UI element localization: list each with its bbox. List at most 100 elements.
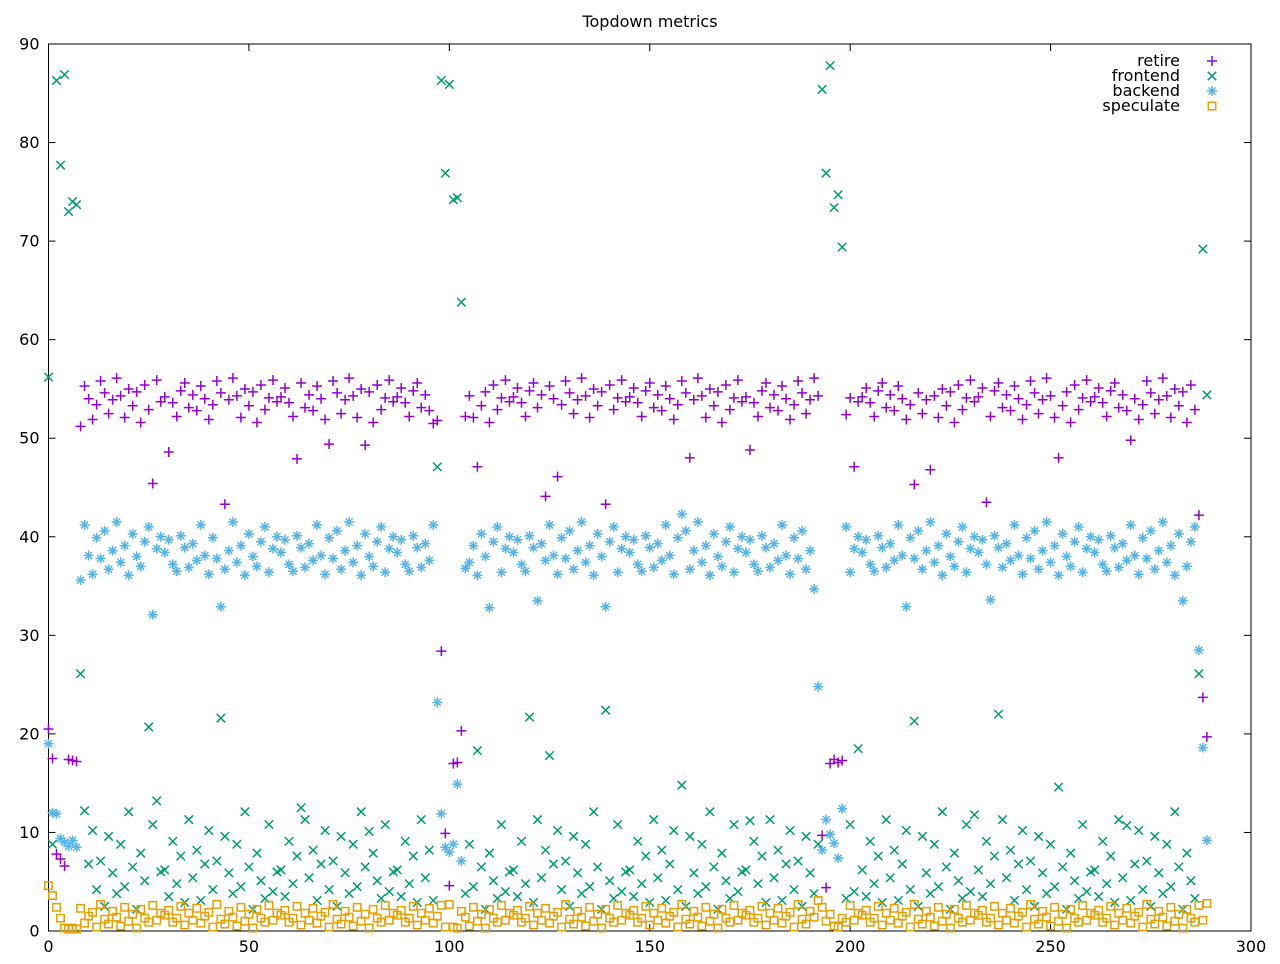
retire-point (1008, 380, 1021, 392)
backend-point (1092, 533, 1105, 546)
backend-point (704, 569, 716, 581)
frontend-point (175, 851, 186, 862)
retire-point (78, 380, 91, 392)
retire-point (46, 752, 59, 765)
retire-point (467, 411, 480, 424)
backend-point (327, 552, 339, 565)
backend-point (712, 550, 724, 563)
frontend-point (324, 884, 335, 895)
backend-point (988, 530, 1001, 542)
y-tick-label: 60 (19, 330, 39, 349)
frontend-point (520, 878, 531, 889)
frontend-point (268, 886, 278, 897)
frontend-point (833, 189, 844, 200)
retire-point (142, 403, 155, 416)
backend-point (555, 532, 568, 544)
retire-point (792, 375, 804, 387)
frontend-point (572, 867, 583, 878)
backend-point (884, 537, 896, 550)
retire-point (86, 413, 99, 426)
retire-point (1201, 731, 1213, 743)
frontend-point (300, 814, 310, 825)
frontend-point (869, 878, 880, 889)
frontend-point (660, 895, 671, 906)
frontend-point (428, 895, 439, 906)
retire-point (672, 398, 684, 411)
backend-point (656, 554, 668, 567)
frontend-point (1033, 831, 1044, 842)
retire-point (483, 416, 496, 429)
retire-point (1072, 403, 1085, 416)
speculate-point (92, 922, 102, 932)
frontend-point (400, 836, 411, 847)
speculate-point (468, 902, 478, 912)
retire-point (94, 375, 107, 387)
backend-point (1072, 521, 1085, 533)
frontend-point (745, 815, 755, 826)
retire-point (291, 453, 303, 465)
speculate-point (581, 921, 591, 931)
retire-point (279, 382, 291, 394)
backend-point (351, 539, 363, 552)
backend-point (1193, 644, 1205, 656)
frontend-point (328, 856, 339, 866)
retire-point (916, 407, 929, 420)
series-backend (42, 508, 1213, 867)
frontend-point (1165, 881, 1176, 892)
legend-item-speculate: speculate (1102, 96, 1217, 115)
frontend-point (71, 199, 82, 210)
retire-point (395, 382, 407, 394)
retire-point (808, 372, 820, 384)
frontend-point (472, 745, 483, 756)
retire-point (1012, 393, 1025, 405)
frontend-point (540, 845, 551, 856)
frontend-point (500, 886, 511, 897)
retire-point (403, 410, 415, 423)
y-tick-label: 0 (29, 922, 39, 941)
retire-point (1048, 411, 1061, 424)
retire-point (848, 461, 860, 473)
x-tick-label: 50 (239, 937, 259, 956)
frontend-point (925, 888, 936, 899)
backend-point (740, 546, 752, 559)
frontend-point (600, 705, 611, 716)
retire-point (1157, 372, 1169, 384)
backend-point (447, 838, 460, 851)
frontend-point (584, 881, 595, 892)
backend-point (844, 566, 856, 579)
series-frontend (43, 60, 1212, 915)
retire-point (535, 389, 548, 401)
backend-point (395, 533, 407, 546)
backend-point (307, 554, 319, 567)
backend-point (888, 554, 901, 567)
frontend-point (215, 713, 226, 724)
retire-point (627, 382, 640, 394)
retire-point (956, 403, 969, 416)
backend-point (904, 532, 917, 544)
frontend-point (95, 856, 106, 866)
backend-point (668, 568, 680, 580)
frontend-point (75, 668, 86, 679)
retire-point (1016, 413, 1029, 426)
retire-point (768, 389, 780, 401)
frontend-point (368, 848, 379, 859)
frontend-point (1121, 820, 1132, 831)
retire-point (126, 399, 139, 412)
speculate-point (192, 903, 202, 913)
retire-point (924, 464, 937, 476)
retire-point (295, 377, 307, 389)
retire-point (1020, 398, 1033, 411)
backend-point (471, 569, 484, 581)
speculate-point (352, 902, 362, 912)
x-tick-label: 150 (634, 937, 665, 956)
retire-point (780, 393, 792, 405)
frontend-point (632, 836, 643, 847)
backend-point (363, 550, 375, 563)
backend-point (860, 533, 872, 546)
frontend-point (1041, 888, 1052, 899)
backend-point (1100, 565, 1113, 578)
retire-point (1133, 413, 1145, 426)
frontend-point (304, 872, 314, 883)
retire-point (171, 410, 183, 423)
frontend-point (1081, 886, 1092, 897)
